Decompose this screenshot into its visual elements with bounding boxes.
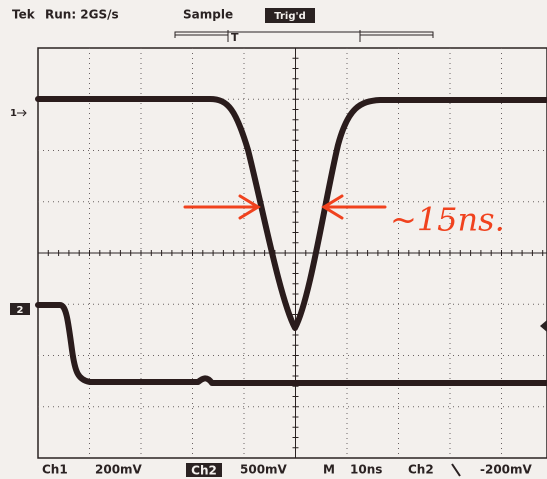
ch2-label: Ch2 [191, 464, 217, 478]
trigger-source: Ch2 [408, 463, 434, 477]
ch2-marker: 2 [17, 305, 24, 316]
ch1-marker: 1 [10, 108, 17, 119]
ch1-label: Ch1 [42, 463, 68, 477]
ch1-scale: 200mV [95, 463, 143, 477]
trigger-level: -200mV [480, 463, 533, 477]
brand: Tek [12, 8, 36, 22]
acquisition-mode: Sample [183, 8, 233, 22]
trigger-marker: T [231, 31, 239, 44]
annotation: ~15ns. [390, 201, 505, 239]
timebase-label: M [323, 463, 335, 477]
oscilloscope-screen: Tek Run: 2GS/s Sample Trig'd T 1 2 ~15ns… [0, 0, 547, 479]
status: Run: 2GS/s [45, 8, 119, 22]
timebase: 10ns [350, 463, 382, 477]
trigger-state: Trig'd [274, 11, 305, 22]
ch2-scale: 500mV [240, 463, 288, 477]
